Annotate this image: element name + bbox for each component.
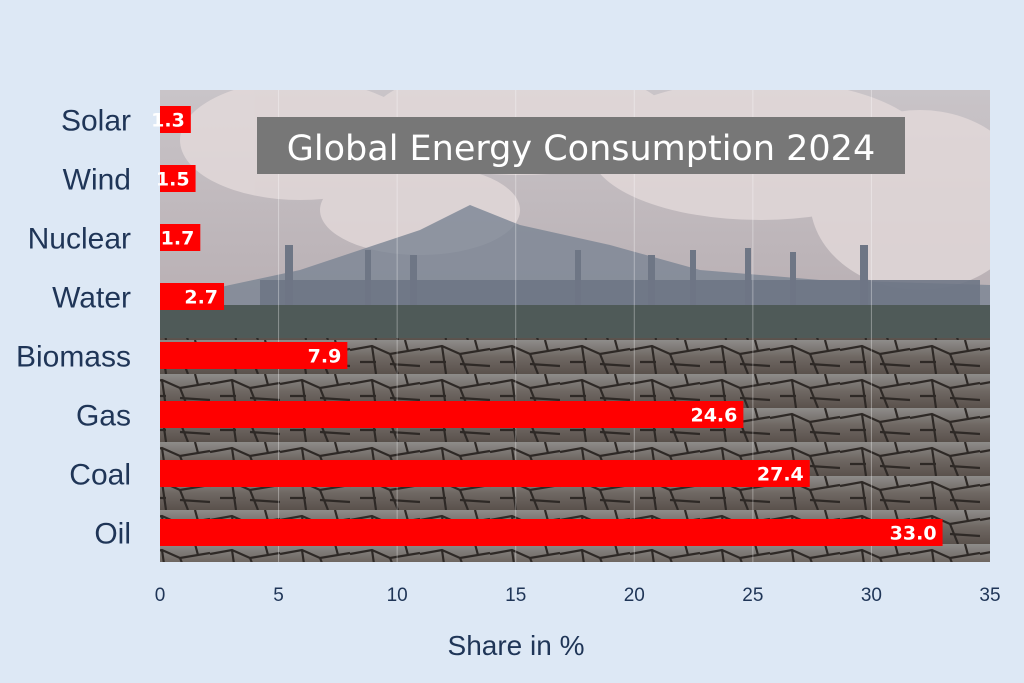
bar — [160, 224, 201, 251]
bar — [160, 401, 744, 428]
x-tick-label: 15 — [505, 585, 526, 606]
bar-value-label: 2.7 — [184, 287, 218, 309]
category-label: Wind — [63, 164, 131, 197]
category-label: Biomass — [16, 341, 131, 374]
x-tick-labels-group: 0 5 10 15 20 25 30 35 — [155, 585, 1001, 606]
x-tick-label: 5 — [273, 585, 284, 606]
value-labels-group: 1.3 1.5 1.7 2.7 7.9 24.6 27.4 33.0 — [151, 110, 936, 545]
bar — [160, 283, 225, 310]
bar-value-label: 1.3 — [151, 110, 185, 132]
x-tick-label: 30 — [861, 585, 882, 606]
bar — [160, 165, 196, 192]
bar — [160, 342, 348, 369]
category-label: Gas — [76, 400, 131, 433]
bar-value-label: 1.5 — [156, 169, 190, 191]
bar-value-label: 24.6 — [690, 405, 737, 427]
chart-title: Global Energy Consumption 2024 — [287, 129, 875, 169]
category-label: Oil — [94, 518, 131, 551]
category-labels-group: Solar Wind Nuclear Water Biomass Gas Coal Oil — [16, 105, 131, 551]
category-label: Coal — [69, 459, 131, 492]
bar-value-label: 33.0 — [890, 523, 937, 545]
chart-title-box: Global Energy Consumption 2024 — [257, 117, 905, 174]
category-label: Water — [52, 282, 131, 315]
x-tick-label: 35 — [979, 585, 1000, 606]
bar-value-label: 27.4 — [757, 464, 804, 486]
bars-group — [160, 106, 943, 546]
bar — [160, 519, 943, 546]
category-label: Solar — [61, 105, 131, 138]
x-axis-title: Share in % — [448, 630, 585, 661]
bar-value-label: 7.9 — [308, 346, 342, 368]
bar — [160, 460, 810, 487]
x-tick-label: 25 — [742, 585, 763, 606]
x-tick-label: 10 — [387, 585, 408, 606]
x-tick-label: 0 — [155, 585, 166, 606]
x-tick-label: 20 — [624, 585, 645, 606]
bar-value-label: 1.7 — [161, 228, 195, 250]
bar — [160, 106, 191, 133]
category-label: Nuclear — [28, 223, 131, 256]
